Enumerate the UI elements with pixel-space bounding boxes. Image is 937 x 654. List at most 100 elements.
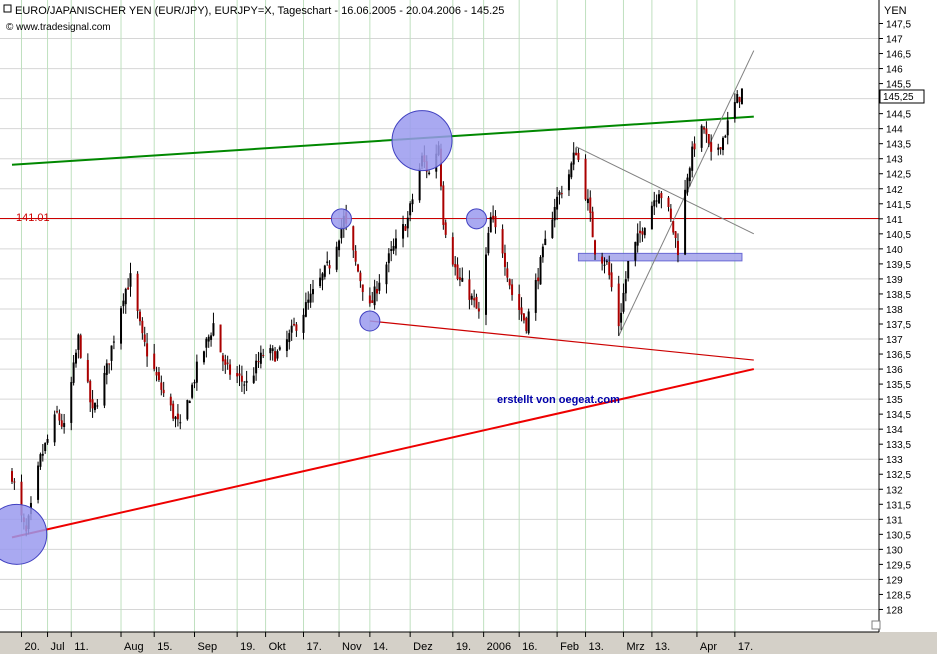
candle-body: [688, 168, 691, 182]
candle-body: [172, 403, 175, 419]
candle-body: [560, 193, 563, 195]
y-tick-label: 141: [886, 215, 903, 226]
trendline-thin-red-support: [369, 320, 754, 361]
candle-body: [473, 298, 476, 301]
trendline-red-support: [11, 368, 755, 539]
candle-body: [207, 336, 210, 342]
candle-body: [444, 222, 447, 235]
candle-body: [212, 323, 215, 336]
candle-body: [477, 308, 480, 312]
candle-body: [575, 152, 578, 156]
candle-body: [127, 287, 130, 290]
y-tick-label: 143: [886, 155, 903, 166]
trendlines-layer: [11, 50, 755, 539]
candle-body: [39, 454, 42, 467]
candle-body: [91, 399, 94, 409]
y-tick-label: 129: [886, 575, 903, 586]
candle-body: [323, 265, 326, 277]
candle-body: [176, 413, 179, 420]
x-axis-panel: [0, 632, 937, 654]
candle-body: [328, 265, 331, 269]
candle-body: [584, 158, 587, 200]
candle-body: [577, 152, 580, 160]
candle-body: [539, 257, 542, 285]
candle-body: [470, 295, 473, 300]
candle-body: [402, 224, 405, 239]
candle-body: [262, 355, 265, 357]
candle-body: [60, 420, 63, 427]
candle-body: [641, 231, 644, 235]
plot-background: [0, 0, 879, 632]
candle-body: [122, 300, 125, 307]
candle-body: [738, 97, 741, 102]
y-tick-label: 132,5: [886, 470, 911, 481]
y-tick-label: 136,5: [886, 350, 911, 361]
candle-body: [522, 313, 525, 321]
candle-body: [321, 273, 324, 281]
marker-large: [0, 503, 48, 565]
candle-body: [475, 296, 478, 309]
y-tick-label: 133,5: [886, 440, 911, 451]
candle-body: [520, 307, 523, 315]
candle-body: [141, 320, 144, 334]
candle-body: [129, 273, 132, 287]
candle-body: [620, 312, 623, 323]
candle-body: [295, 324, 298, 331]
candle-body: [326, 261, 329, 263]
candle-body: [541, 246, 544, 258]
candle-body: [703, 127, 706, 130]
candle-body: [506, 268, 509, 278]
candle-body: [726, 120, 729, 136]
candle-body: [205, 338, 208, 348]
candle-body: [340, 226, 343, 239]
candle-body: [13, 481, 16, 483]
candle-body: [686, 177, 689, 193]
candle-body: [390, 249, 393, 251]
candle-body: [586, 198, 589, 204]
candle-body: [309, 293, 312, 303]
candle-body: [240, 375, 243, 382]
candle-body: [174, 416, 177, 420]
marker-large: [391, 110, 453, 172]
marker-small: [466, 208, 488, 230]
x-axis-ticks: 20. Jul 11. Aug 15. Sep 19. Okt 17. Nov 14. Dez 19. 2…: [20, 632, 753, 653]
x-tick-label: Jul: [51, 641, 65, 653]
y-tick-label: 144: [886, 125, 903, 136]
candle-body: [589, 197, 592, 213]
candle-body: [357, 264, 360, 272]
candle-body: [124, 288, 127, 305]
candle-body: [368, 295, 371, 304]
marker-small: [330, 208, 352, 230]
candle-body: [411, 199, 414, 205]
candle-body: [271, 348, 274, 351]
candle-body: [86, 359, 89, 382]
y-tick-label: 128: [886, 605, 903, 616]
candle-body: [136, 273, 139, 311]
candle-body: [572, 152, 575, 165]
candle-body: [160, 382, 163, 390]
candle-body: [20, 481, 23, 516]
candle-body: [285, 339, 288, 351]
x-tick-label: Dez: [413, 641, 433, 653]
y-tick-label: 134,5: [886, 410, 911, 421]
trendline-grey-down-line: [575, 146, 755, 235]
candle-body: [359, 272, 362, 282]
candle-body: [74, 352, 77, 364]
trendline-grey-up-line: [618, 50, 755, 337]
x-tick-label: 19.: [456, 641, 471, 653]
candle-body: [96, 405, 99, 407]
x-tick-label: Feb: [560, 641, 579, 653]
candle-body: [719, 147, 722, 150]
candle-body: [660, 193, 663, 199]
candle-body: [468, 279, 471, 300]
trendline-green-resistance: [11, 115, 754, 166]
candle-body: [162, 389, 165, 394]
x-tick-label: 15.: [157, 641, 172, 653]
y-tick-label: 135: [886, 395, 903, 406]
candle-body: [120, 308, 123, 344]
candle-body: [494, 216, 497, 228]
candle-body: [672, 221, 675, 233]
y-tick-label: 139,5: [886, 260, 911, 271]
resize-grip-icon[interactable]: [871, 620, 881, 630]
y-tick-label: 133: [886, 455, 903, 466]
